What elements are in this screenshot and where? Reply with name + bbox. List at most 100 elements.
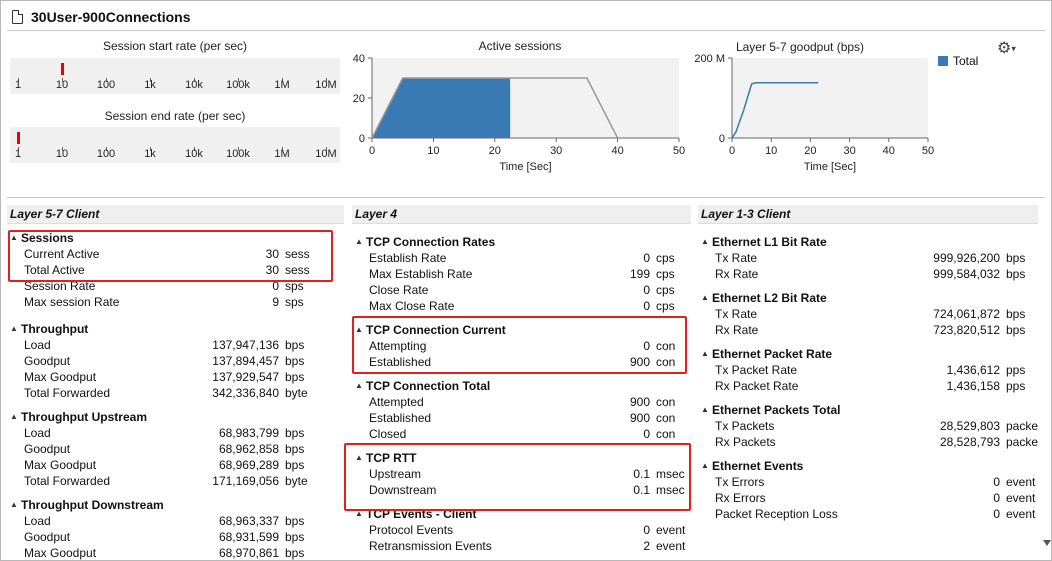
stat-unit: bps: [285, 338, 305, 352]
stat-row: Max Close Rate 0 cps: [352, 298, 691, 314]
stat-value: 68,962,858: [218, 442, 279, 456]
group-title: Ethernet Events: [712, 459, 804, 473]
stat-label: Retransmission Events: [369, 539, 492, 553]
stats-group: ▲ Throughput Load 137,947,136 bps Goodput 137,…: [7, 321, 344, 401]
group-header[interactable]: ▲ Ethernet L2 Bit Rate: [698, 290, 1038, 306]
collapse-triangle-icon[interactable]: ▲: [355, 237, 363, 246]
session-end-title: Session end rate (per sec): [104, 109, 246, 123]
x-tick-label: 50: [922, 145, 934, 157]
session-start-scale: 1 10 100 1k 10k 100k 1M 10M: [10, 58, 340, 94]
stat-label: Rx Packets: [715, 435, 776, 449]
stat-row: Max session Rate 9 sps: [7, 294, 344, 310]
x-tick-label: 40: [611, 145, 623, 157]
stat-unit: packet: [1006, 419, 1038, 433]
chevron-down-icon[interactable]: ▾: [1011, 43, 1016, 54]
group-header[interactable]: ▲ Ethernet Events: [698, 458, 1038, 474]
highlight-box-tcp-current: [352, 316, 687, 374]
y-tick-label: 0: [359, 133, 365, 145]
group-header[interactable]: ▲ TCP Connection Total: [352, 378, 691, 394]
scale-tick-mark: [326, 78, 327, 82]
group-header[interactable]: ▲ Throughput Upstream: [7, 409, 344, 425]
stat-value: 9: [272, 295, 279, 309]
scale-tick-label: 10M: [315, 148, 337, 160]
stat-label: Established: [369, 411, 432, 425]
panel-header: Layer 4: [352, 205, 691, 224]
stat-label: Close Rate: [369, 283, 429, 297]
collapse-triangle-icon[interactable]: ▲: [355, 381, 363, 390]
stat-unit: bps: [285, 458, 305, 472]
collapse-triangle-icon[interactable]: ▲: [701, 461, 709, 470]
stat-label: Closed: [369, 427, 407, 441]
group-header[interactable]: ▲ Ethernet Packets Total: [698, 402, 1038, 418]
collapse-triangle-icon[interactable]: ▲: [10, 412, 18, 421]
settings-gear-icon[interactable]: ⚙▾: [997, 40, 1016, 57]
chart-legend: Total: [938, 54, 978, 68]
stat-label: Tx Rate: [715, 307, 758, 321]
panel-layer57-client: Layer 5-7 Client ▲ Sessions Current Active…: [7, 205, 344, 561]
highlight-box-tcp-rtt: [344, 443, 691, 511]
stat-unit: bps: [285, 370, 305, 384]
collapse-triangle-icon[interactable]: ▲: [701, 405, 709, 414]
scale-tick-mark: [238, 78, 239, 82]
scale-tick-label: 1k: [144, 148, 156, 160]
x-tick-label: 20: [489, 145, 501, 157]
active-sessions-outline: [371, 77, 619, 139]
group-title: Ethernet L2 Bit Rate: [712, 291, 827, 305]
stat-unit: cps: [656, 251, 675, 265]
stat-label: Attempted: [369, 395, 424, 409]
stat-value: 900: [629, 395, 650, 409]
stat-row: Downstream 0.1 msec: [352, 482, 691, 498]
group-title: Ethernet Packets Total: [712, 403, 841, 417]
stat-value: 900: [629, 355, 650, 369]
collapse-triangle-icon[interactable]: ▲: [10, 233, 18, 242]
y-tick-label: 40: [353, 53, 365, 65]
stat-value: 68,970,861: [218, 546, 279, 560]
stat-value: 68,969,289: [218, 458, 279, 472]
goodput-title: Layer 5-7 goodput (bps): [735, 40, 865, 54]
group-header[interactable]: ▲ Ethernet Packet Rate: [698, 346, 1038, 362]
collapse-triangle-icon[interactable]: ▲: [355, 453, 363, 462]
collapse-triangle-icon[interactable]: ▲: [701, 349, 709, 358]
stat-value: 724,061,872: [933, 307, 1000, 321]
stat-value: 2: [643, 539, 650, 553]
stat-label: Established: [369, 355, 432, 369]
group-header[interactable]: ▲ Ethernet L1 Bit Rate: [698, 234, 1038, 250]
stat-label: Rx Rate: [715, 323, 759, 337]
stat-label: Total Forwarded: [24, 474, 111, 488]
collapse-triangle-icon[interactable]: ▲: [10, 500, 18, 509]
group-header[interactable]: ▲ Throughput Downstream: [7, 497, 344, 513]
stat-label: Rx Errors: [715, 491, 766, 505]
stat-row: Rx Rate 999,584,032 bps: [698, 266, 1038, 282]
group-title: Throughput Upstream: [21, 410, 147, 424]
x-tick-label: 30: [550, 145, 562, 157]
stat-value: 900: [629, 411, 650, 425]
collapse-triangle-icon[interactable]: ▲: [355, 325, 363, 334]
group-header[interactable]: ▲ TCP Connection Current: [352, 322, 691, 338]
stat-label: Max Goodput: [24, 458, 97, 472]
group-header[interactable]: ▲ Throughput: [7, 321, 344, 337]
stat-unit: event: [1006, 507, 1036, 521]
collapse-triangle-icon[interactable]: ▲: [10, 324, 18, 333]
group-header[interactable]: ▲ TCP RTT: [352, 450, 691, 466]
group-title: TCP Connection Current: [366, 323, 506, 337]
stat-row: Established 900 con: [352, 410, 691, 426]
stat-unit: cps: [656, 283, 675, 297]
stats-group: ▲ TCP Connection Rates Establish Rate 0 cps M…: [352, 234, 691, 314]
group-header[interactable]: ▲ Sessions: [7, 230, 344, 246]
active-sessions-title: Active sessions: [478, 39, 562, 53]
stats-group: ▲ TCP Connection Total Attempted 900 con Esta…: [352, 378, 691, 442]
group-header[interactable]: ▲ TCP Connection Rates: [352, 234, 691, 250]
collapse-triangle-icon[interactable]: ▲: [701, 293, 709, 302]
collapse-triangle-icon[interactable]: ▲: [701, 237, 709, 246]
x-tick-label: 40: [883, 145, 895, 157]
scale-tick-mark: [282, 78, 283, 82]
scale-tick-label: 1: [14, 148, 22, 160]
stat-value: 0: [643, 299, 650, 313]
scale-tick-label: 10: [55, 148, 69, 160]
stat-value: 30: [265, 247, 279, 261]
scroll-down-icon[interactable]: [1043, 540, 1051, 546]
stats-group: ▲ Ethernet L1 Bit Rate Tx Rate 999,926,200 b…: [698, 234, 1038, 282]
collapse-triangle-icon[interactable]: ▲: [355, 509, 363, 518]
stat-unit: bps: [285, 530, 305, 544]
stat-row: Rx Errors 0 event: [698, 490, 1038, 506]
